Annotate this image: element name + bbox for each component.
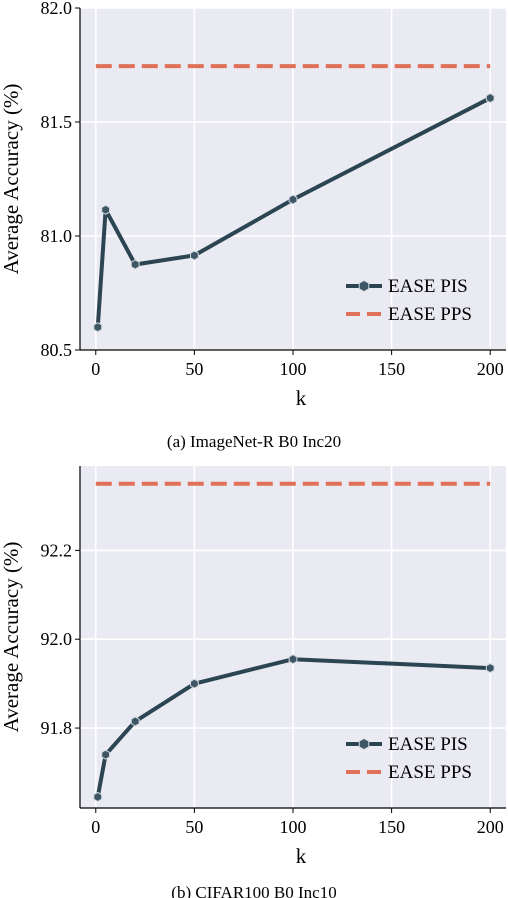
y-tick-label: 92.0 bbox=[41, 629, 73, 649]
data-point-ease-pis bbox=[93, 791, 103, 802]
x-tick-label: 150 bbox=[378, 359, 405, 379]
legend-label: EASE PIS bbox=[388, 276, 468, 297]
x-tick-label: 0 bbox=[91, 359, 100, 379]
legend-label: EASE PPS bbox=[388, 762, 472, 783]
figure-caption: (a) ImageNet-R B0 Inc20 bbox=[167, 432, 341, 451]
y-tick-label: 92.2 bbox=[41, 540, 73, 560]
data-point-ease-pis bbox=[485, 663, 495, 674]
legend-label: EASE PPS bbox=[388, 304, 472, 325]
y-tick-label: 91.8 bbox=[41, 718, 73, 738]
x-axis-label: k bbox=[296, 386, 307, 410]
data-point-ease-pis bbox=[485, 92, 495, 104]
legend-marker-ease-pis bbox=[358, 279, 370, 293]
legend-label: EASE PIS bbox=[388, 734, 468, 755]
y-axis-label: Average Accuracy (%) bbox=[0, 84, 23, 275]
chart-imagenet-r: 0 50 100 150 200 80.5 81.0 81.5 82.0 k Average Acc… bbox=[0, 0, 506, 451]
data-point-ease-pis bbox=[130, 716, 140, 727]
x-tick-label: 0 bbox=[91, 817, 100, 837]
series-line-ease-pis bbox=[95, 96, 492, 328]
y-tick-label: 81.5 bbox=[41, 112, 73, 132]
x-tick-label: 200 bbox=[477, 817, 504, 837]
y-tick-label: 81.0 bbox=[41, 226, 73, 246]
figure-caption: (b) CIFAR100 B0 Inc10 bbox=[171, 883, 336, 898]
legend-marker-ease-pis bbox=[358, 737, 370, 751]
chart-cifar100: 0 50 100 150 200 91.8 92.0 92.2 k Average Accurac… bbox=[0, 466, 506, 898]
data-point-ease-pis bbox=[93, 322, 103, 333]
data-point-ease-pis bbox=[101, 749, 111, 760]
data-point-ease-pis bbox=[288, 654, 298, 665]
x-tick-label: 150 bbox=[378, 817, 405, 837]
x-axis-label: k bbox=[296, 844, 307, 868]
series-line-ease-pis bbox=[95, 657, 491, 798]
x-tick-label: 200 bbox=[477, 359, 504, 379]
x-tick-label: 100 bbox=[280, 359, 307, 379]
x-tick-label: 50 bbox=[185, 359, 203, 379]
data-point-ease-pis bbox=[189, 678, 199, 689]
data-point-ease-pis bbox=[130, 259, 140, 270]
x-tick-label: 100 bbox=[280, 817, 307, 837]
data-point-ease-pis bbox=[101, 204, 111, 215]
y-tick-label: 80.5 bbox=[41, 340, 73, 360]
data-point-ease-pis bbox=[288, 194, 298, 205]
data-point-ease-pis bbox=[189, 250, 199, 261]
y-axis-label: Average Accuracy (%) bbox=[0, 542, 23, 733]
y-tick-label: 82.0 bbox=[41, 0, 73, 18]
x-tick-label: 50 bbox=[185, 817, 203, 837]
